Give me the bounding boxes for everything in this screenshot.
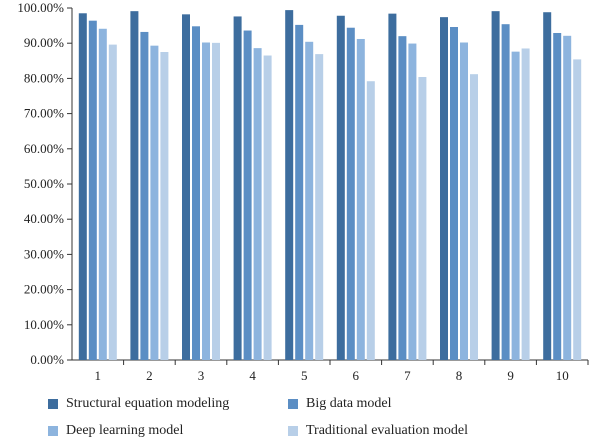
bar: [388, 13, 397, 361]
legend-label: Structural equation modeling: [66, 396, 230, 411]
y-tick-label: 100.00%: [17, 0, 64, 15]
bar: [511, 51, 520, 360]
bar: [253, 48, 262, 361]
y-tick-label: 90.00%: [24, 35, 64, 50]
bar: [563, 35, 572, 361]
bar: [88, 20, 97, 361]
legend-label: Deep learning model: [66, 423, 184, 438]
bar: [150, 45, 159, 360]
x-tick-label: 9: [507, 368, 514, 383]
x-axis: 1 2 3 4 5 6 7 8 9 10: [72, 359, 589, 383]
x-tick-label: 7: [404, 368, 411, 383]
legend-item-traditional-evaluation-model: Traditional evaluation model: [288, 423, 468, 439]
bar: [418, 76, 427, 360]
bar: [295, 24, 304, 361]
bar: [356, 38, 365, 360]
x-tick-label: 1: [95, 368, 102, 383]
bar: [140, 31, 149, 360]
bar: [491, 11, 500, 361]
y-tick-label: 20.00%: [24, 282, 64, 297]
legend-item-deep-learning-model: Deep learning model: [48, 423, 183, 439]
x-tick-label: 3: [198, 368, 205, 383]
bar: [440, 17, 448, 360]
bar: [108, 44, 117, 360]
bar: [160, 52, 169, 360]
legend-swatch: [288, 399, 298, 409]
y-tick-label: 0.00%: [30, 352, 64, 367]
x-tick-label: 10: [556, 368, 569, 383]
bar: [543, 12, 552, 361]
bar: [202, 42, 210, 360]
bar: [553, 32, 562, 360]
bar: [408, 43, 417, 360]
bar: [243, 30, 252, 360]
bar: [98, 28, 107, 360]
x-tick-label: 8: [456, 368, 463, 383]
legend-label: Traditional evaluation model: [306, 423, 469, 438]
bar: [521, 48, 530, 360]
bar-chart: 0.00% 10.00% 20.00% 30.00% 40.00% 50.00% 60.00…: [17, 0, 589, 383]
y-tick-label: 70.00%: [24, 106, 64, 121]
legend-item-big-data-model: Big data model: [288, 396, 392, 412]
bar: [573, 59, 582, 360]
x-tick-label: 4: [249, 368, 256, 383]
legend-item-structural-equation-modeling: Structural equation modeling: [48, 396, 229, 412]
bar: [346, 27, 355, 360]
bar: [450, 27, 458, 361]
y-tick-label: 60.00%: [24, 141, 64, 156]
bar: [336, 15, 345, 361]
y-tick-label: 30.00%: [24, 246, 64, 261]
legend-swatch: [48, 399, 58, 409]
bar: [192, 26, 200, 360]
x-tick-label: 6: [353, 368, 360, 383]
y-tick-label: 80.00%: [24, 70, 64, 85]
bar: [470, 74, 478, 361]
bar: [366, 81, 375, 360]
bar: [460, 42, 468, 360]
bar: [501, 24, 510, 361]
bar: [305, 41, 314, 361]
bar: [315, 54, 324, 360]
bar: [182, 14, 190, 361]
bars: [78, 10, 582, 361]
legend-label: Big data model: [306, 396, 392, 411]
legend-swatch: [48, 426, 58, 436]
x-tick-label: 5: [301, 368, 308, 383]
bar: [263, 55, 272, 361]
bar: [285, 10, 294, 360]
bar: [212, 42, 220, 361]
legend: Structural equation modeling Big data mo…: [0, 390, 600, 440]
y-tick-label: 40.00%: [24, 211, 64, 226]
y-axis: 0.00% 10.00% 20.00% 30.00% 40.00% 50.00% 60.00…: [17, 0, 73, 367]
x-tick-label: 2: [146, 368, 153, 383]
legend-swatch: [288, 426, 298, 436]
bar: [233, 16, 242, 361]
bar: [130, 11, 139, 361]
bar: [78, 13, 87, 361]
bar: [398, 36, 407, 360]
y-tick-label: 10.00%: [24, 317, 64, 332]
y-tick-label: 50.00%: [24, 176, 64, 191]
